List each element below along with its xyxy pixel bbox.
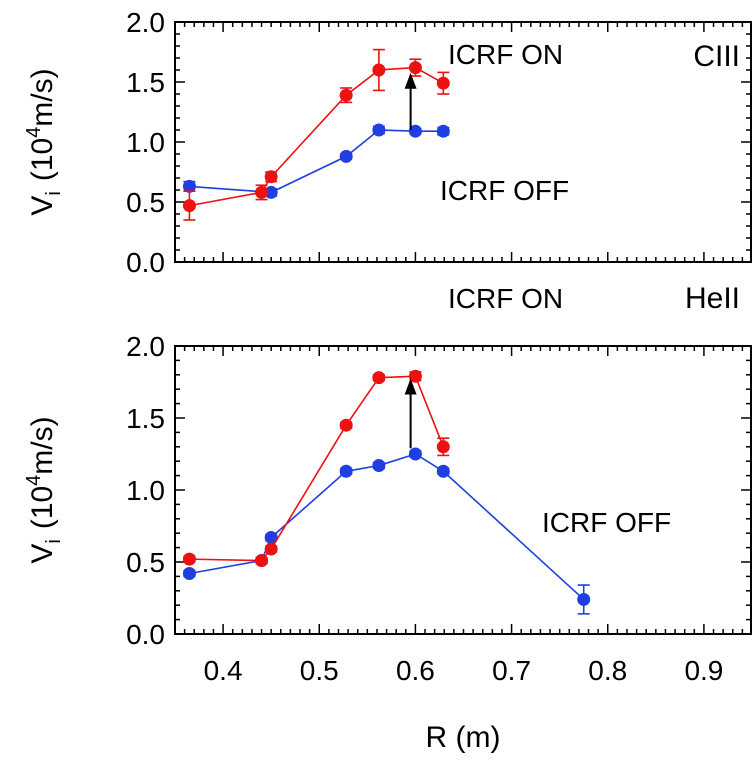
data-point [182, 567, 196, 581]
y-axis-label-ylabel-sub: i [43, 191, 65, 195]
data-point [339, 464, 353, 478]
data-point [436, 440, 450, 454]
data-point [182, 552, 196, 566]
series-layer [182, 48, 591, 615]
y-tick-label: 0.0 [126, 247, 165, 278]
data-point [408, 369, 422, 383]
shift-arrow-head [404, 378, 417, 395]
y-axis-label-ylabel-paren-open: (10 [26, 138, 59, 181]
y-axis-label-ylabel-sup: 4 [23, 475, 45, 486]
data-point [255, 185, 269, 199]
y-axis-label-ylabel-sup: 4 [23, 127, 45, 138]
data-point [372, 63, 386, 77]
data-point [577, 592, 591, 606]
panel-label: CIII [693, 40, 740, 73]
y-tick-label: 0.0 [126, 619, 165, 650]
data-point [339, 149, 353, 163]
y-axis-label-ylabel: V [26, 544, 59, 564]
y-axis-label: Vi (104m/s) [23, 416, 65, 563]
data-point [408, 447, 422, 461]
x-axis-label: R (m) [426, 721, 501, 754]
data-point [408, 61, 422, 75]
plot-frames [174, 21, 752, 635]
series-line [189, 129, 444, 194]
x-tick-label: 0.6 [396, 655, 435, 686]
data-point [339, 418, 353, 432]
x-tick-label: 0.5 [300, 655, 339, 686]
x-tick-label: 0.4 [204, 655, 243, 686]
data-point [264, 185, 278, 199]
y-tick-label: 1.5 [126, 67, 165, 98]
y-tick-label: 2.0 [126, 7, 165, 38]
data-point [372, 459, 386, 473]
annotation-icrf-off: ICRF OFF [440, 175, 569, 206]
y-axis-label-ylabel: V [26, 196, 59, 216]
x-tick-label: 0.8 [588, 655, 627, 686]
series-line [189, 453, 585, 601]
y-tick-label: 0.5 [126, 547, 165, 578]
shift-arrow-head [404, 72, 417, 89]
y-tick-label: 0.5 [126, 187, 165, 218]
y-axis-label-ylabel-unit: m/s) [26, 68, 59, 126]
data-point [339, 88, 353, 102]
data-point [372, 371, 386, 385]
x-tick-label: 0.7 [492, 655, 531, 686]
y-axis-label-ylabel-unit: m/s) [26, 416, 59, 474]
data-point [436, 124, 450, 138]
panel-label: HeII [685, 282, 740, 315]
y-axis-label-ylabel-sub: i [43, 539, 65, 543]
data-point [255, 554, 269, 568]
y-tick-label: 2.0 [126, 331, 165, 362]
series-line [189, 375, 445, 562]
data-point [264, 531, 278, 545]
y-tick-label: 1.0 [126, 127, 165, 158]
data-point [408, 124, 422, 138]
data-point [182, 179, 196, 193]
tick-marks [174, 21, 752, 635]
data-point [264, 170, 278, 184]
data-point [436, 464, 450, 478]
y-axis-label-ylabel-paren-open: (10 [26, 486, 59, 529]
data-point [264, 542, 278, 556]
x-tick-label: 0.9 [684, 655, 723, 686]
data-point [182, 199, 196, 213]
annotation-icrf-on: ICRF ON [448, 283, 563, 314]
annotation-icrf-off: ICRF OFF [542, 507, 671, 538]
data-point [436, 76, 450, 90]
data-point [372, 123, 386, 137]
annotation-icrf-on: ICRF ON [448, 39, 563, 70]
y-axis-label: Vi (104m/s) [23, 68, 65, 215]
y-tick-label: 1.0 [126, 475, 165, 506]
y-tick-label: 1.5 [126, 403, 165, 434]
